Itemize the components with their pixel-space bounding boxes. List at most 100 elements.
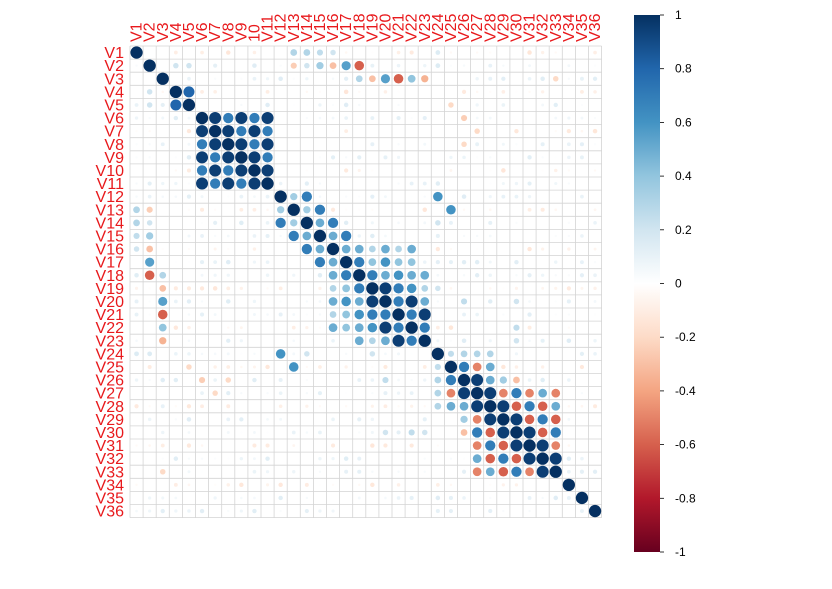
corr-circle-V33-V26 xyxy=(461,469,467,474)
corr-circle-V29-V23 xyxy=(422,417,427,422)
corr-circle-V32-V6 xyxy=(200,457,204,460)
corr-circle-V30-V31 xyxy=(523,426,536,439)
corr-circle-V13-V16 xyxy=(330,207,336,212)
corr-circle-V26-V22 xyxy=(410,378,413,382)
corr-circle-V25-V23 xyxy=(422,365,427,369)
corr-circle-V26-V28 xyxy=(485,375,495,385)
colorbar-tick-label: 1 xyxy=(675,8,682,22)
corr-circle-V10-V28 xyxy=(489,169,492,172)
corr-circle-V5-V18 xyxy=(358,103,361,107)
corr-circle-V17-V35 xyxy=(580,260,584,265)
corr-circle-V18-V35 xyxy=(579,273,585,278)
corr-circle-V1-V28 xyxy=(489,51,492,54)
corr-circle-V19-V3 xyxy=(159,284,167,292)
corr-circle-V17-V23 xyxy=(422,260,427,264)
corr-circle-V23-V13 xyxy=(292,339,296,343)
col-label-V4: V4 xyxy=(168,22,185,42)
corr-circle-V3-V7 xyxy=(213,77,217,80)
corr-circle-V28-V36 xyxy=(593,404,598,409)
corr-circle-V8-V9 xyxy=(235,138,248,151)
col-label-V22: V22 xyxy=(404,13,421,42)
corr-circle-V22-V5 xyxy=(187,325,191,330)
corr-circle-V28-V28 xyxy=(484,400,497,413)
col-label-V15: V15 xyxy=(312,13,329,42)
corr-circle-V6-V19 xyxy=(370,116,375,121)
corr-circle-V11-V9 xyxy=(236,178,247,189)
corr-circle-V11-V3 xyxy=(161,181,165,186)
corr-circle-V1-V1 xyxy=(130,46,143,59)
corr-circle-V5-V21 xyxy=(397,103,400,107)
corr-circle-V22-V13 xyxy=(291,325,296,330)
corr-circle-V20-V16 xyxy=(328,297,338,306)
corr-circle-V18-V24 xyxy=(436,273,440,277)
corr-circle-V24-V27 xyxy=(473,350,481,358)
corr-circle-V3-V1 xyxy=(135,77,138,80)
corr-circle-V8-V19 xyxy=(370,142,375,147)
corr-circle-V32-V25 xyxy=(449,457,453,460)
corr-circle-V35-V25 xyxy=(448,495,453,500)
corr-circle-V9-V31 xyxy=(527,155,532,160)
col-label-V18: V18 xyxy=(351,13,368,42)
corr-circle-V10-V18 xyxy=(357,168,361,173)
corr-circle-V35-V18 xyxy=(357,496,361,500)
corr-circle-V16-V27 xyxy=(475,247,479,251)
row-label-V21: V21 xyxy=(96,307,125,324)
corr-circle-V9-V25 xyxy=(449,155,453,160)
corr-circle-V12-V14 xyxy=(301,191,312,202)
corr-circle-V13-V13 xyxy=(287,203,300,216)
corr-circle-V3-V18 xyxy=(355,75,363,83)
corr-circle-V6-V5 xyxy=(187,116,191,120)
corr-circle-V11-V1 xyxy=(135,182,138,185)
corr-circle-V18-V7 xyxy=(213,273,217,277)
corr-circle-V24-V35 xyxy=(579,351,585,356)
corr-circle-V18-V31 xyxy=(527,273,532,278)
corr-circle-V6-V27 xyxy=(475,116,479,120)
corr-circle-V18-V23 xyxy=(420,270,430,280)
corr-circle-V8-V35 xyxy=(579,142,585,147)
corr-circle-V18-V27 xyxy=(474,273,480,278)
corr-circle-V2-V12 xyxy=(279,64,282,67)
corr-circle-V24-V12 xyxy=(275,349,286,359)
corr-circle-V15-V2 xyxy=(146,232,154,240)
corr-circle-V28-V5 xyxy=(186,404,192,409)
corr-circle-V32-V15 xyxy=(318,456,322,461)
corr-circle-V1-V17 xyxy=(344,51,348,54)
colorbar-tick-label: 0.2 xyxy=(675,223,692,237)
corr-circle-V7-V36 xyxy=(592,128,598,134)
corr-circle-V13-V14 xyxy=(303,206,311,214)
corr-circle-V20-V6 xyxy=(200,300,204,303)
corr-circle-V31-V33 xyxy=(551,441,561,450)
corr-circle-V12-V5 xyxy=(186,194,192,199)
corr-circle-V5-V32 xyxy=(541,103,545,107)
corr-circle-V15-V24 xyxy=(435,233,440,238)
col-label-V33: V33 xyxy=(548,13,565,42)
corr-circle-V19-V22 xyxy=(406,283,417,294)
corr-circle-V11-V34 xyxy=(567,182,571,185)
corr-circle-V15-V17 xyxy=(341,230,352,242)
corr-circle-V19-V33 xyxy=(554,286,558,290)
corr-circle-V20-V23 xyxy=(420,297,430,306)
corr-circle-V9-V7 xyxy=(210,152,221,163)
corr-circle-V12-V20 xyxy=(384,195,387,199)
corr-circle-V3-V27 xyxy=(475,77,479,81)
corr-circle-V28-V6 xyxy=(200,404,204,409)
corr-circle-V30-V11 xyxy=(266,431,269,434)
corr-circle-V18-V18 xyxy=(353,269,366,282)
corr-circle-V16-V25 xyxy=(449,247,453,251)
corr-circle-V28-V12 xyxy=(278,404,283,409)
corr-circle-V24-V24 xyxy=(431,347,445,361)
corr-circle-V23-V1 xyxy=(135,339,138,343)
corr-circle-V25-V25 xyxy=(444,360,458,374)
corr-circle-V21-V12 xyxy=(278,312,283,317)
corr-circle-V11-V31 xyxy=(527,181,532,186)
col-label-V28: V28 xyxy=(482,13,499,42)
corr-circle-V22-V15 xyxy=(318,326,322,329)
corr-circle-V5-V17 xyxy=(343,102,349,108)
corr-circle-V19-V32 xyxy=(541,286,545,290)
corr-circle-V15-V19 xyxy=(370,233,375,239)
corr-circle-V3-V29 xyxy=(501,76,506,81)
corr-circle-V21-V34 xyxy=(567,313,571,316)
corr-circle-V2-V28 xyxy=(488,63,493,68)
corr-circle-V23-V23 xyxy=(418,334,431,347)
corr-circle-V19-V7 xyxy=(212,286,218,291)
